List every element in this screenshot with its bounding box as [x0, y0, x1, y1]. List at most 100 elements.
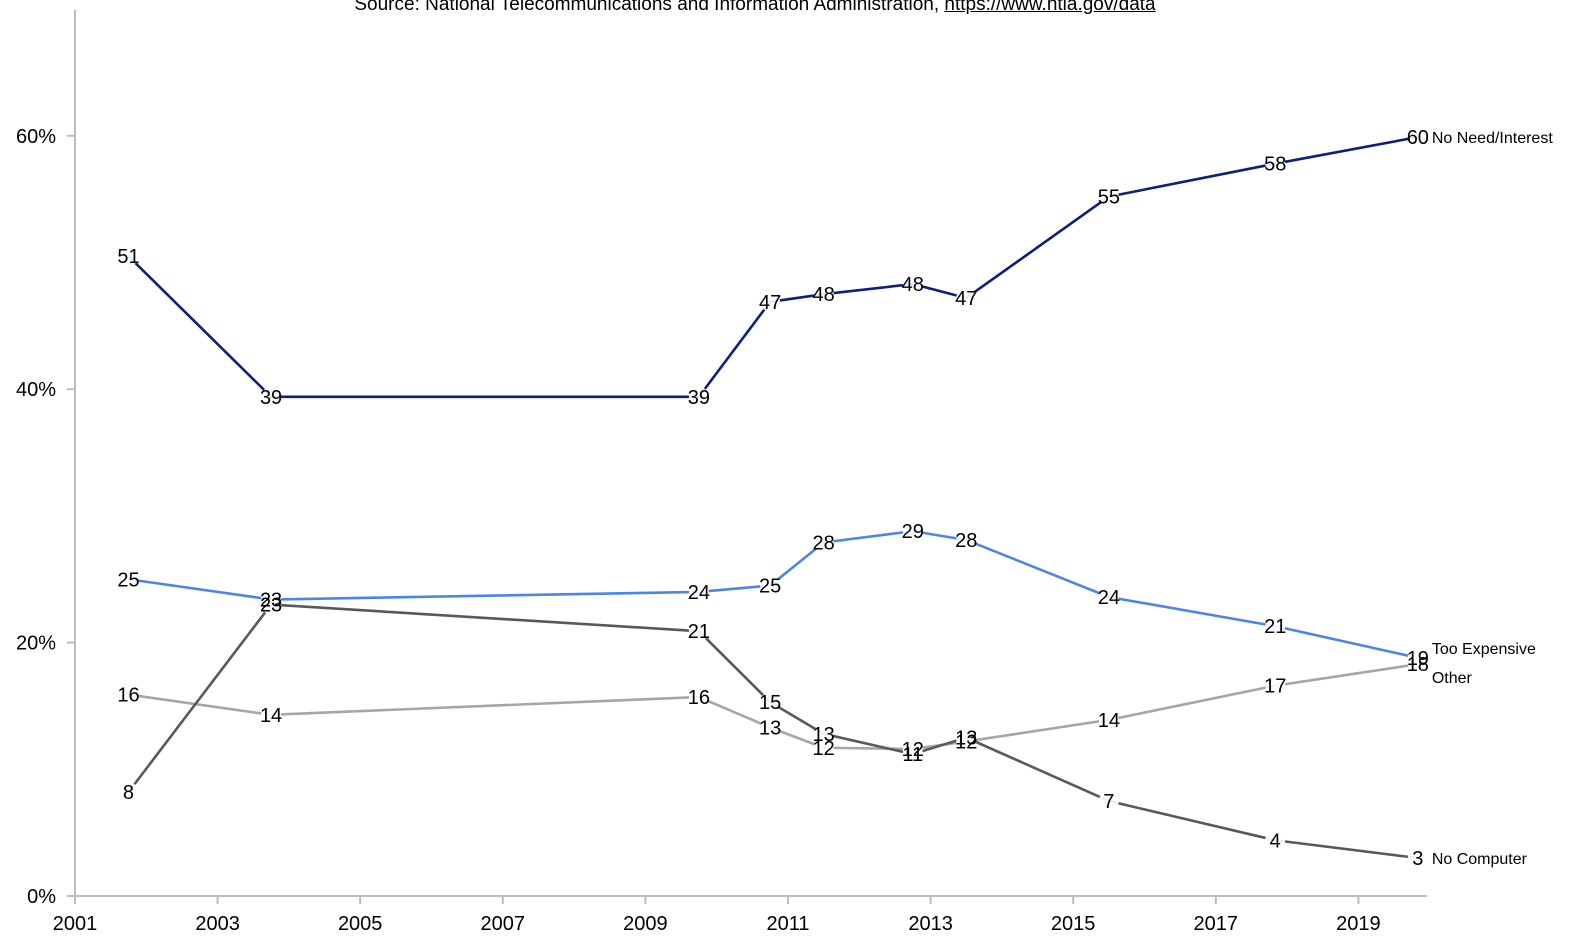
series-name-other: Other [1432, 670, 1473, 687]
data-point[interactable] [760, 291, 781, 312]
data-markers [118, 127, 1428, 868]
data-label: 21 [688, 621, 710, 643]
series-name-no-need-interest: No Need/Interest [1432, 130, 1554, 147]
data-label: 55 [1098, 187, 1120, 209]
data-label: 16 [688, 687, 710, 709]
data-label: 28 [955, 530, 977, 552]
data-point[interactable] [813, 723, 834, 744]
data-point[interactable] [956, 287, 977, 308]
x-tick-label: 2009 [623, 913, 668, 935]
source-text: Source: National Telecommunications and … [354, 0, 945, 15]
data-label: 3 [1412, 848, 1423, 870]
data-point[interactable] [1265, 675, 1286, 696]
x-tick-label: 2011 [766, 913, 809, 935]
data-label: 24 [688, 582, 710, 604]
data-point[interactable] [261, 594, 282, 615]
data-point[interactable] [902, 744, 923, 765]
data-point[interactable] [688, 687, 709, 708]
y-tick-label: 60% [16, 126, 56, 148]
series-line-other [128, 662, 1419, 751]
series-lines [127, 135, 1419, 860]
data-point[interactable] [688, 581, 709, 602]
data-point[interactable] [760, 692, 781, 713]
series-name-too-expensive: Too Expensive [1432, 641, 1536, 658]
data-point[interactable] [813, 284, 834, 305]
data-label: 25 [117, 569, 139, 591]
series-line-no-need-interest [127, 135, 1419, 399]
y-tick-label: 40% [16, 379, 56, 401]
data-point[interactable] [1265, 830, 1286, 851]
data-label: 23 [260, 590, 282, 612]
data-point[interactable] [1265, 616, 1286, 637]
data-point[interactable] [956, 727, 977, 748]
data-point[interactable] [688, 386, 709, 407]
data-label: 29 [902, 521, 924, 543]
data-point[interactable] [1265, 153, 1286, 174]
data-label: 17 [1264, 676, 1286, 698]
chart-source: Source: National Telecommunications and … [0, 0, 1510, 16]
data-point[interactable] [1407, 847, 1428, 868]
data-point[interactable] [688, 621, 709, 642]
data-point[interactable] [760, 717, 781, 738]
data-point[interactable] [261, 386, 282, 407]
data-label: 47 [955, 288, 977, 310]
x-tick-label: 2017 [1194, 913, 1239, 935]
x-tick-label: 2019 [1336, 913, 1381, 935]
x-tick-label: 2013 [908, 913, 953, 935]
data-point[interactable] [902, 521, 923, 542]
data-point[interactable] [760, 575, 781, 596]
data-point[interactable] [118, 782, 139, 803]
y-tick-label: 0% [27, 886, 56, 908]
data-label: 4 [1270, 830, 1281, 852]
data-point[interactable] [118, 246, 139, 267]
data-label: 18 [1407, 654, 1429, 676]
data-label: 12 [813, 738, 835, 760]
data-point[interactable] [1407, 127, 1428, 148]
data-point[interactable] [813, 737, 834, 758]
data-point[interactable] [261, 704, 282, 725]
data-label: 14 [1098, 710, 1120, 732]
y-tick-label: 20% [16, 633, 56, 655]
data-label: 58 [1264, 154, 1286, 176]
x-tick-label: 2007 [481, 913, 526, 935]
data-label: 25 [759, 576, 781, 598]
data-point[interactable] [902, 274, 923, 295]
data-label: 7 [1103, 791, 1114, 813]
data-label: 28 [813, 533, 835, 555]
data-label: 39 [260, 387, 282, 409]
data-label: 13 [759, 717, 781, 739]
source-link[interactable]: https://www.ntia.gov/data [944, 0, 1156, 15]
x-tick-label: 2003 [195, 913, 240, 935]
data-point[interactable] [1407, 654, 1428, 675]
data-label: 16 [117, 685, 139, 707]
data-label: 39 [688, 387, 710, 409]
data-label: 60 [1407, 127, 1429, 149]
series-line-too-expensive [128, 529, 1419, 660]
data-point[interactable] [118, 569, 139, 590]
x-axis-ticks: 2001 2003 2005 2007 2009 2011 2013 2015 2017 2019 [53, 896, 1381, 935]
data-point[interactable] [1098, 586, 1119, 607]
series-line-no-computer [127, 603, 1418, 860]
data-point[interactable] [118, 684, 139, 705]
data-point[interactable] [1098, 186, 1119, 207]
data-point[interactable] [1098, 790, 1119, 811]
data-point[interactable] [813, 532, 834, 553]
x-tick-label: 2015 [1051, 913, 1096, 935]
data-label: 11 [902, 744, 923, 766]
data-label: 51 [117, 246, 139, 268]
data-label: 13 [813, 724, 835, 746]
data-label: 8 [123, 782, 134, 804]
x-tick-label: 2005 [338, 913, 383, 935]
data-label: 12 [955, 731, 977, 753]
data-point[interactable] [956, 529, 977, 550]
data-label: 48 [902, 274, 924, 296]
x-tick-label: 2001 [53, 913, 98, 935]
data-label: 19 [1407, 648, 1429, 670]
data-point[interactable] [1098, 709, 1119, 730]
series-name-labels: No Need/Interest Too Expensive Other No Com… [1432, 130, 1554, 868]
data-label: 13 [955, 728, 977, 750]
y-axis-ticks: 0% 20% 40% 60% [16, 126, 75, 908]
data-label: 47 [759, 292, 781, 314]
